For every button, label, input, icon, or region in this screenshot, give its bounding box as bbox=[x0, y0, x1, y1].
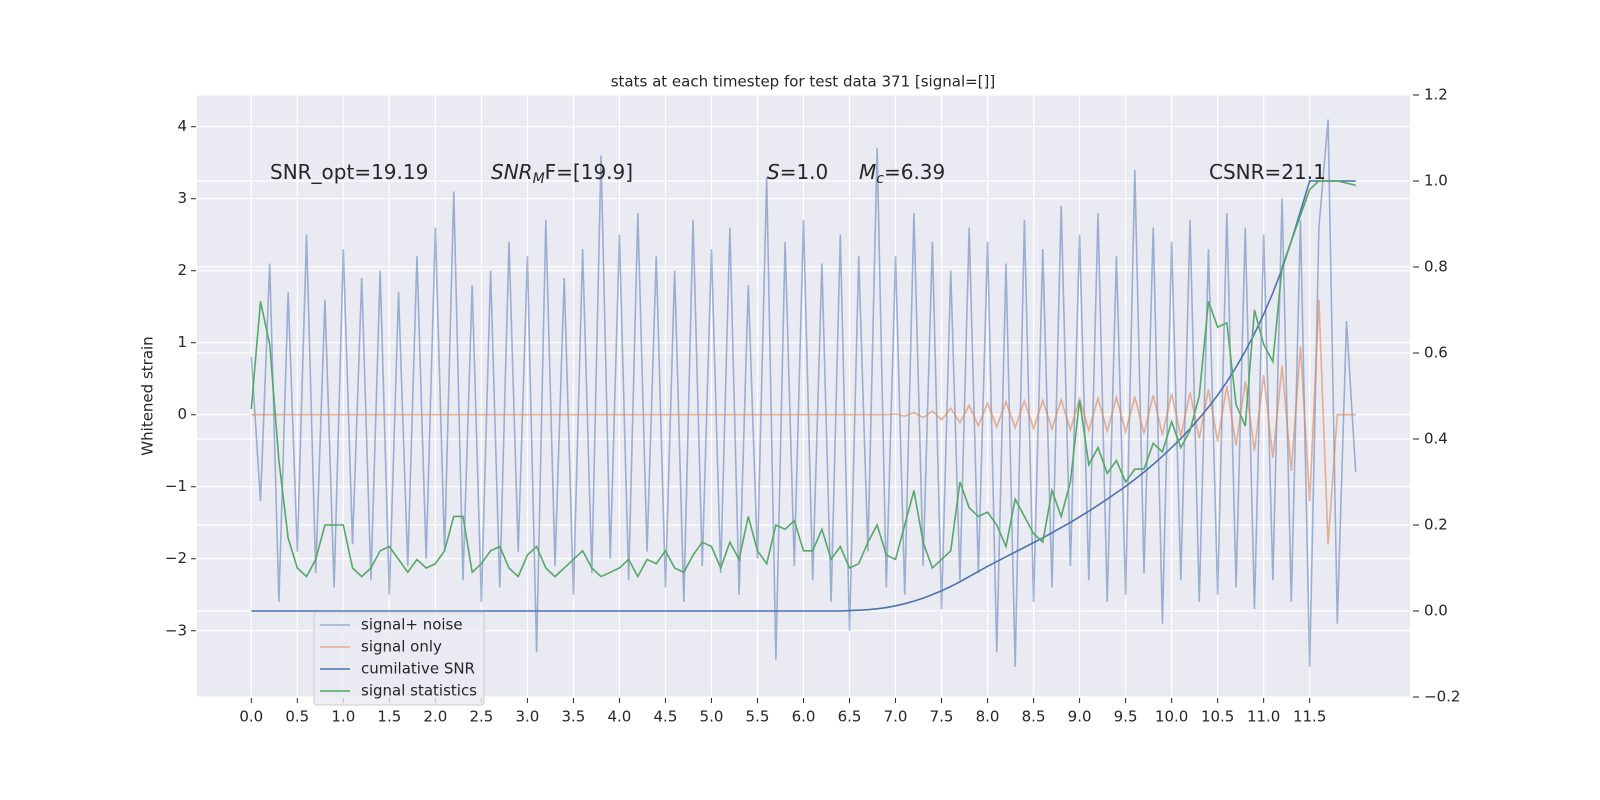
annotation-text: SNR_opt=19.19 bbox=[270, 160, 428, 184]
y-tick-label: 2 bbox=[177, 261, 187, 279]
legend: signal+ noise signal only cumilative SNR si… bbox=[313, 611, 485, 706]
y-tick-label: 1 bbox=[177, 333, 187, 351]
x-tick-label: 6.0 bbox=[792, 708, 816, 726]
x-tick-label: 9.5 bbox=[1114, 708, 1138, 726]
series-line bbox=[251, 180, 1356, 612]
x-tick-label: 10.0 bbox=[1155, 708, 1188, 726]
x-tick-label: 6.5 bbox=[838, 708, 862, 726]
y-axis-label: Whitened strain bbox=[139, 336, 157, 455]
annotation: CSNR=21.1 bbox=[1209, 160, 1326, 184]
chart-title: stats at each timestep for test data 371… bbox=[611, 73, 996, 91]
x-tick-label: 0.0 bbox=[239, 708, 263, 726]
annotation: SNR_opt=19.19 bbox=[270, 160, 428, 184]
x-tick-label: 11.0 bbox=[1247, 708, 1280, 726]
x-tick-label: 7.0 bbox=[884, 708, 908, 726]
series-line bbox=[250, 180, 1356, 579]
y2-tick-label: 0.4 bbox=[1424, 430, 1448, 448]
annotation-after: F=[19.9] bbox=[545, 160, 633, 184]
annotation-after: =6.39 bbox=[884, 160, 945, 184]
annotation-sub: M bbox=[533, 171, 545, 187]
annotation-text: CSNR=21.1 bbox=[1209, 160, 1326, 184]
legend-label: cumilative SNR bbox=[361, 660, 475, 678]
annotation-text: SNR bbox=[491, 160, 533, 184]
legend-label: signal+ noise bbox=[361, 616, 463, 634]
annotation-sub: c bbox=[876, 171, 884, 187]
x-tick-label: 8.0 bbox=[976, 708, 1000, 726]
annotation-text: M bbox=[859, 160, 876, 184]
y2-tick-label: 0.0 bbox=[1424, 602, 1448, 620]
y-tick-label: −1 bbox=[165, 477, 187, 495]
annotation: SNRMF=[19.9] bbox=[491, 160, 633, 188]
legend-box bbox=[313, 611, 485, 706]
x-tick-label: 2.5 bbox=[469, 708, 493, 726]
y-tick-label: 3 bbox=[177, 189, 187, 207]
x-tick-label: 3.0 bbox=[515, 708, 539, 726]
y2-tick-label: 0.8 bbox=[1424, 258, 1448, 276]
legend-label: signal statistics bbox=[361, 682, 477, 700]
legend-label: signal only bbox=[361, 638, 442, 656]
x-tick-label: 5.0 bbox=[700, 708, 724, 726]
annotation: S=1.0 bbox=[767, 160, 828, 184]
x-tick-label: 8.5 bbox=[1022, 708, 1046, 726]
x-tick-label: 4.5 bbox=[654, 708, 678, 726]
x-tick-label: 0.5 bbox=[285, 708, 309, 726]
x-tick-label: 3.5 bbox=[561, 708, 585, 726]
y2-tick-label: −0.2 bbox=[1424, 688, 1460, 706]
annotation-text: S bbox=[767, 160, 780, 184]
x-tick-label: 4.0 bbox=[608, 708, 632, 726]
x-tick-label: 5.5 bbox=[746, 708, 770, 726]
x-tick-label: 9.0 bbox=[1068, 708, 1092, 726]
x-tick-label: 2.0 bbox=[423, 708, 447, 726]
y-tick-label: −2 bbox=[165, 549, 187, 567]
y-tick-label: 4 bbox=[177, 117, 187, 135]
x-tick-label: 10.5 bbox=[1201, 708, 1234, 726]
annotation: Mc=6.39 bbox=[859, 160, 945, 188]
x-tick-label: 1.5 bbox=[377, 708, 401, 726]
series-line bbox=[251, 299, 1356, 545]
annotation-after: =1.0 bbox=[780, 160, 829, 184]
y2-tick-label: 1.0 bbox=[1424, 172, 1448, 190]
series-line bbox=[250, 119, 1357, 667]
y2-tick-label: 0.2 bbox=[1424, 516, 1448, 534]
y2-tick-label: 1.2 bbox=[1424, 86, 1448, 104]
plot-lines bbox=[250, 119, 1357, 667]
x-tick-label: 11.5 bbox=[1293, 708, 1326, 726]
y-tick-label: 0 bbox=[177, 405, 187, 423]
x-tick-label: 7.5 bbox=[930, 708, 954, 726]
x-tick-label: 1.0 bbox=[331, 708, 355, 726]
y2-tick-label: 0.6 bbox=[1424, 344, 1448, 362]
y-tick-label: −3 bbox=[165, 621, 187, 639]
